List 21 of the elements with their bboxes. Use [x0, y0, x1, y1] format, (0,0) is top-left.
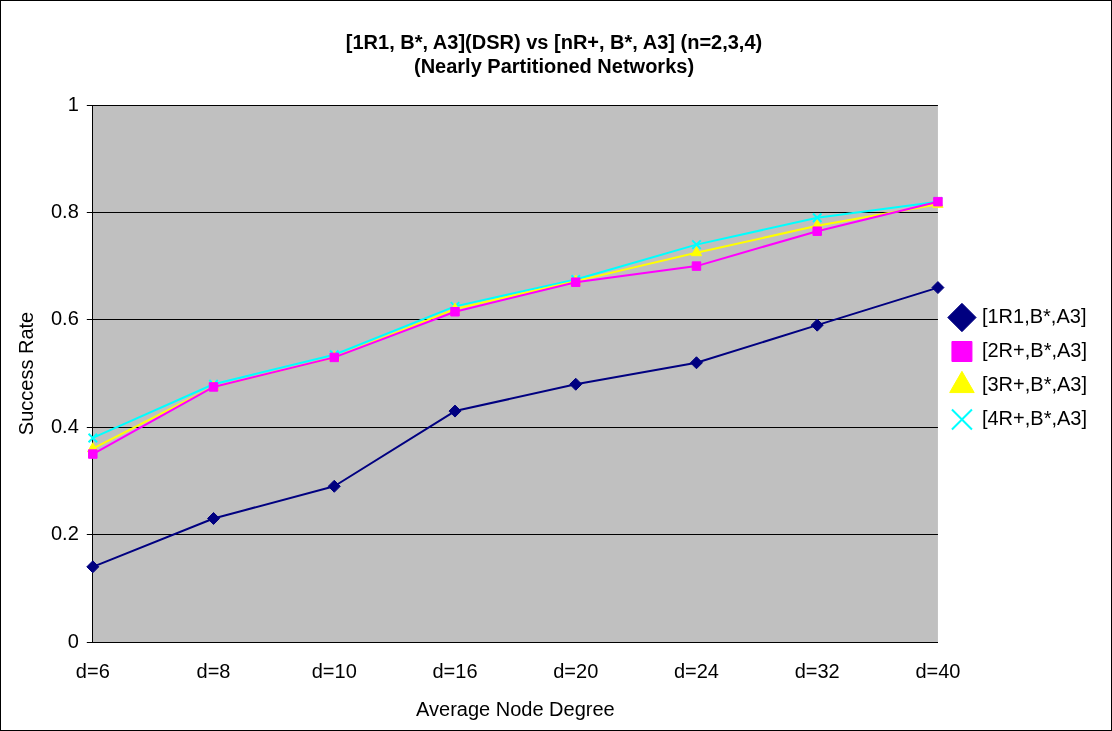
x-axis-title: Average Node Degree [416, 697, 615, 720]
x-tick-label: d=8 [196, 659, 231, 682]
legend-label: [3R+,B*,A3] [981, 373, 1087, 396]
y-axis-title: Success Rate [14, 311, 37, 436]
x-tick-label: d=24 [673, 659, 719, 682]
legend-label: [1R1,B*,A3] [981, 305, 1087, 328]
y-tick-label: 1 [67, 92, 79, 115]
x-tick-label: d=10 [311, 659, 357, 682]
y-tick-label: 0.2 [50, 522, 79, 545]
chart-title: [1R1, B*, A3](DSR) vs [nR+, B*, A3] (n=2,3,4) (Nearly Partitioned Networks) [345, 30, 763, 77]
legend-label: [2R+,B*,A3] [981, 339, 1087, 362]
x-tick-label: d=20 [553, 659, 599, 682]
legend-label: [4R+,B*,A3] [981, 407, 1087, 430]
y-tick-label: 0.8 [50, 199, 79, 222]
x-tick-label: d=32 [794, 659, 840, 682]
y-tick-label: 0.6 [50, 307, 79, 330]
x-tick-label: d=16 [432, 659, 478, 682]
x-tick-label: d=6 [75, 659, 110, 682]
y-tick-label: 0.4 [50, 414, 79, 437]
y-tick-label: 0 [67, 629, 79, 652]
x-tick-label: d=40 [915, 659, 961, 682]
